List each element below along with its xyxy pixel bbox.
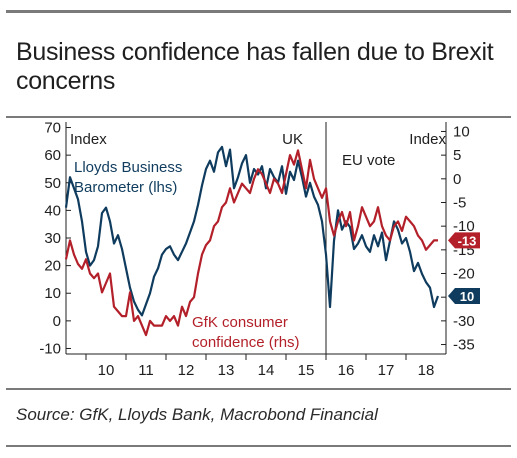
left-tick-label: 10: [44, 285, 61, 302]
right-tick-label: 0: [453, 171, 461, 188]
series-label-lloyds-line2: Barometer (lhs): [74, 179, 177, 196]
end-flag-lloyds: [448, 288, 480, 304]
x-tick-label: 16: [338, 362, 355, 379]
left-tick-label: 70: [44, 120, 61, 137]
right-tick-label: -10: [453, 218, 475, 235]
end-value-label-lloyds: 10: [460, 289, 474, 304]
end-flag-gfk: [448, 232, 480, 249]
right-tick-label: -20: [453, 266, 475, 283]
series-line-gfk: [64, 149, 438, 337]
series-label-gfk-line2: confidence (rhs): [192, 334, 300, 351]
x-tick-label: 13: [218, 362, 235, 379]
left-tick-label: -10: [39, 340, 61, 357]
x-tick-label: 12: [178, 362, 195, 379]
right-tick-label: -5: [453, 194, 466, 211]
source-note: Source: GfK, Lloyds Bank, Macrobond Fina…: [16, 405, 378, 424]
left-tick-label: 50: [44, 175, 61, 192]
line-chart: 706050403020100-101050-5-10-15-20-25-30-…: [39, 120, 480, 379]
left-tick-label: 60: [44, 147, 61, 164]
right-tick-label: 5: [453, 147, 461, 164]
region-label-uk: UK: [282, 131, 303, 148]
series-label-gfk-line1: GfK consumer: [192, 314, 288, 331]
label-layer: Index Index UK EU vote Lloyds Business B…: [70, 131, 480, 351]
x-tick-label: 14: [258, 362, 275, 379]
series-label-gfk: GfK consumer confidence (rhs): [192, 314, 300, 351]
top-rule: [6, 10, 511, 13]
x-tick-label: 10: [98, 362, 115, 379]
x-tick-label: 17: [378, 362, 395, 379]
right-tick-label: -30: [453, 313, 475, 330]
left-tick-label: 40: [44, 202, 61, 219]
left-tick-label: 20: [44, 258, 61, 275]
right-tick-label: -35: [453, 337, 475, 354]
end-value-label-gfk: -13: [458, 233, 477, 248]
series-label-lloyds: Lloyds Business Barometer (lhs): [74, 159, 187, 196]
left-tick-label: 30: [44, 230, 61, 247]
left-axis-label: Index: [70, 131, 107, 148]
bottom-rule: [6, 445, 511, 447]
series-line-lloyds: [64, 145, 440, 317]
x-tick-label: 11: [138, 362, 154, 379]
left-tick-label: 0: [53, 313, 61, 330]
right-axis-label: Index: [409, 131, 446, 148]
series-label-lloyds-line1: Lloyds Business: [74, 159, 182, 176]
right-tick-label: 10: [453, 123, 470, 140]
chart-title: Business confidence has fallen due to Br…: [16, 38, 494, 95]
series-layer: [64, 145, 440, 337]
x-tick-label: 15: [298, 362, 315, 379]
chart-frame: 706050403020100-101050-5-10-15-20-25-30-…: [6, 116, 511, 390]
region-label-eu-vote: EU vote: [342, 152, 395, 169]
x-tick-label: 18: [418, 362, 435, 379]
